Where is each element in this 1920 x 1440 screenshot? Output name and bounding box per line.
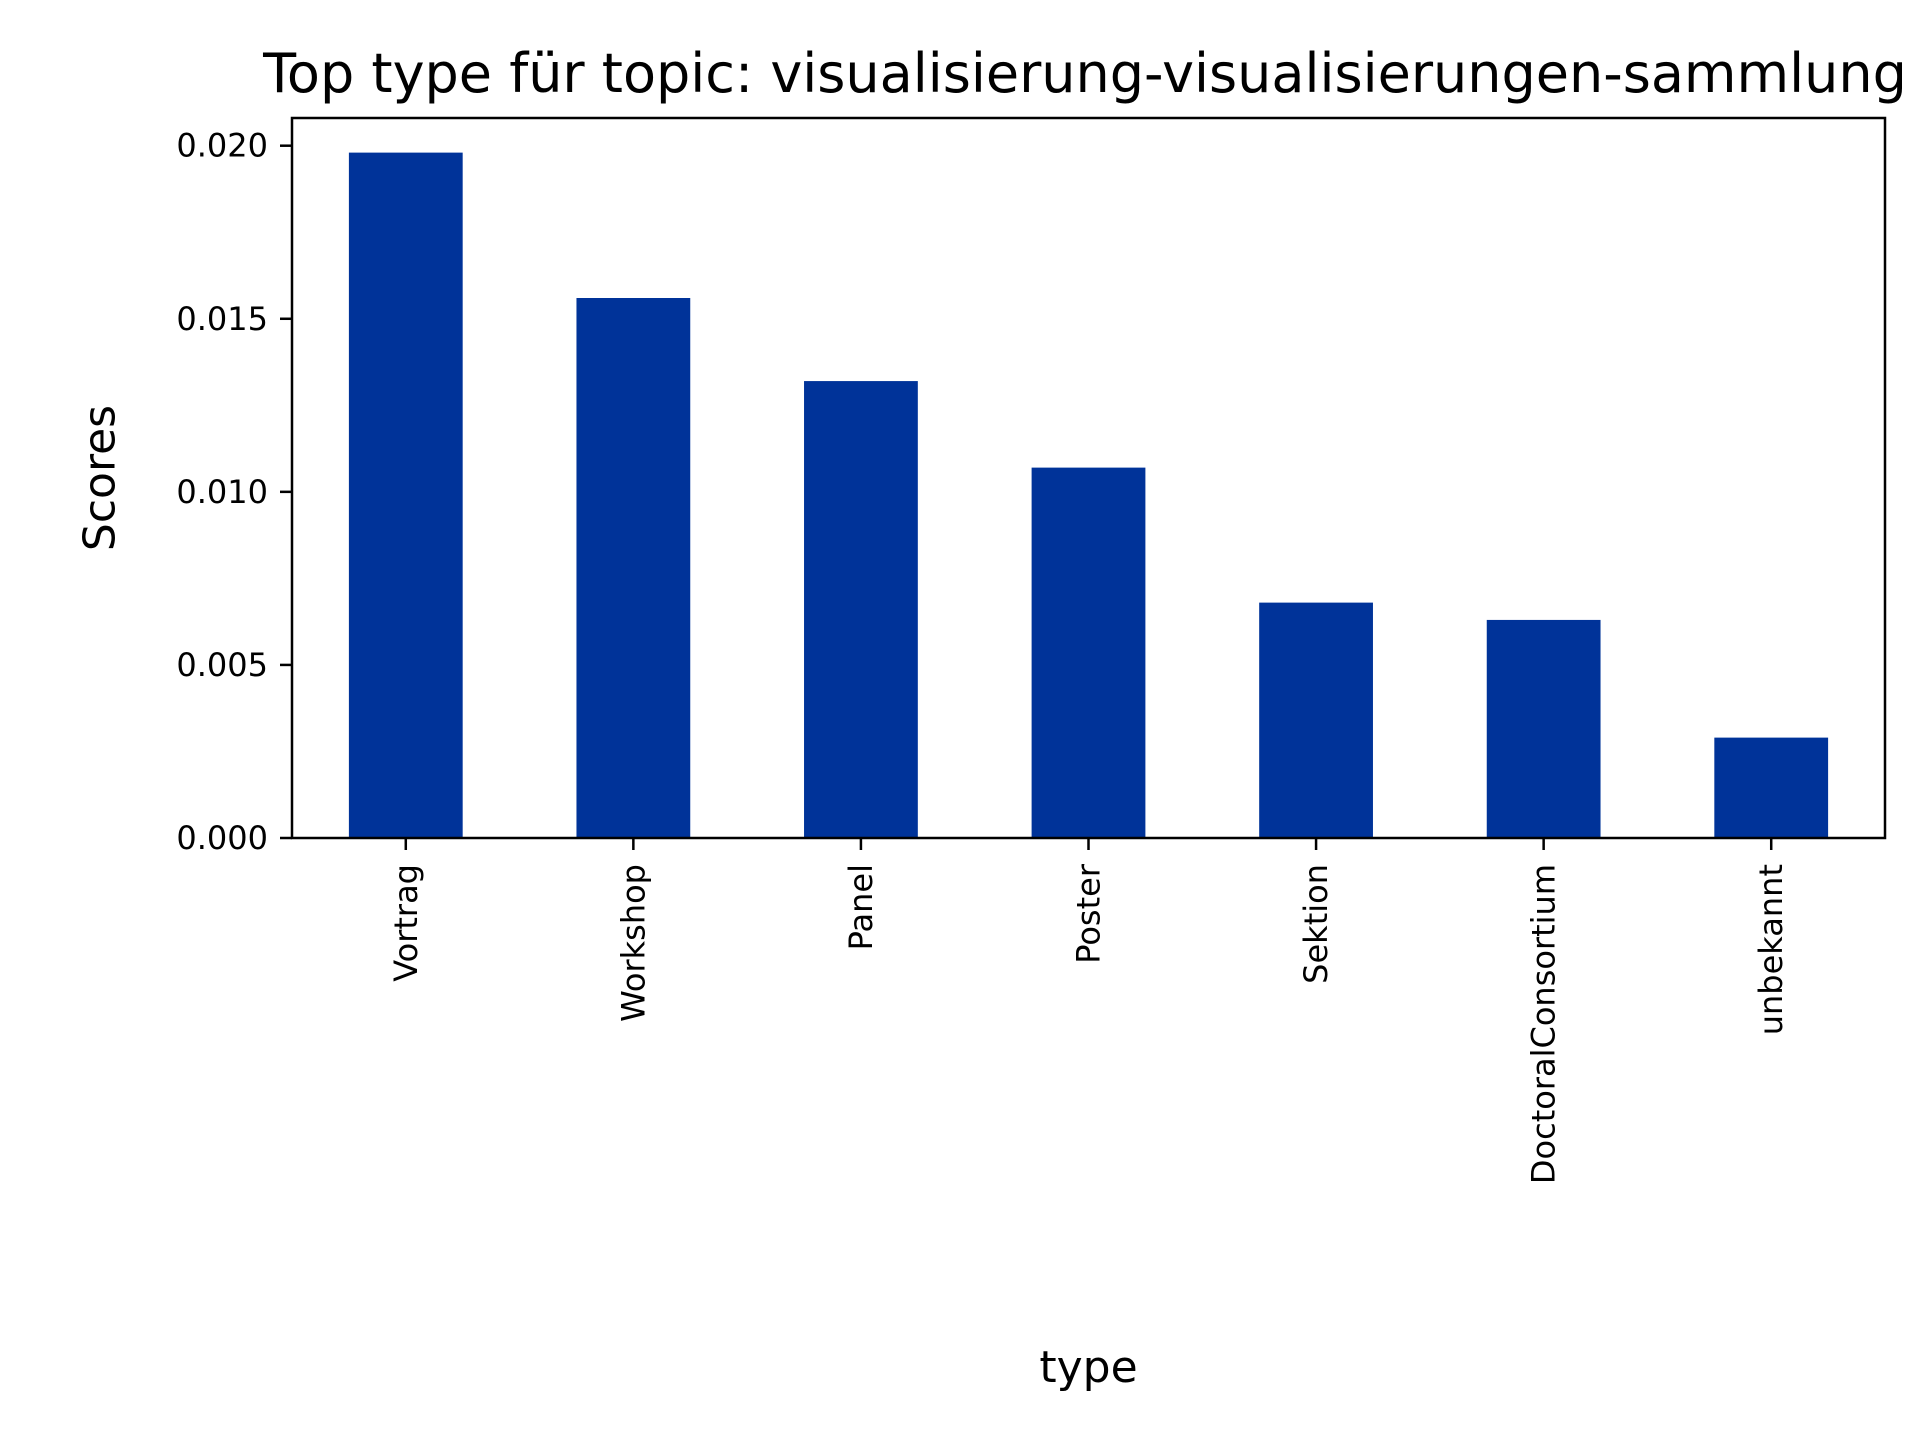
x-tick-label-panel: Panel	[842, 864, 880, 950]
x-axis: Vortrag Workshop Panel Poster Sektion Doctora…	[387, 838, 1790, 1184]
y-tick-label: 0.000	[176, 819, 268, 857]
y-tick-label: 0.020	[176, 127, 268, 165]
x-tick-label-workshop: Workshop	[614, 864, 652, 1022]
x-tick-label-poster: Poster	[1070, 863, 1108, 964]
y-tick-label: 0.010	[176, 473, 268, 511]
bars-layer	[348, 152, 1829, 839]
bar-unbekannt	[1714, 737, 1829, 838]
bar-sektion	[1259, 602, 1373, 838]
y-tick-label: 0.015	[176, 300, 268, 338]
bar-poster	[1031, 467, 1146, 838]
bar-panel	[804, 381, 918, 838]
x-axis-label: type	[1039, 1342, 1137, 1393]
bar-vortrag	[348, 152, 463, 839]
x-tick-label-vortrag: Vortrag	[387, 864, 425, 982]
bar-workshop	[576, 298, 691, 838]
plot-frame	[290, 116, 1887, 840]
x-tick-label-doctoralconsortium: DoctoralConsortium	[1525, 864, 1563, 1184]
bar-doctoralconsortium	[1486, 619, 1601, 838]
y-axis: 0.000 0.005 0.010 0.015 0.020	[176, 127, 292, 857]
x-tick-label-unbekannt: unbekannt	[1752, 864, 1790, 1035]
chart-title: Top type für topic: visualisierung-visua…	[262, 42, 1907, 105]
y-tick-label: 0.005	[176, 646, 268, 684]
y-axis-label: Scores	[75, 405, 126, 551]
x-tick-label-sektion: Sektion	[1297, 864, 1335, 984]
